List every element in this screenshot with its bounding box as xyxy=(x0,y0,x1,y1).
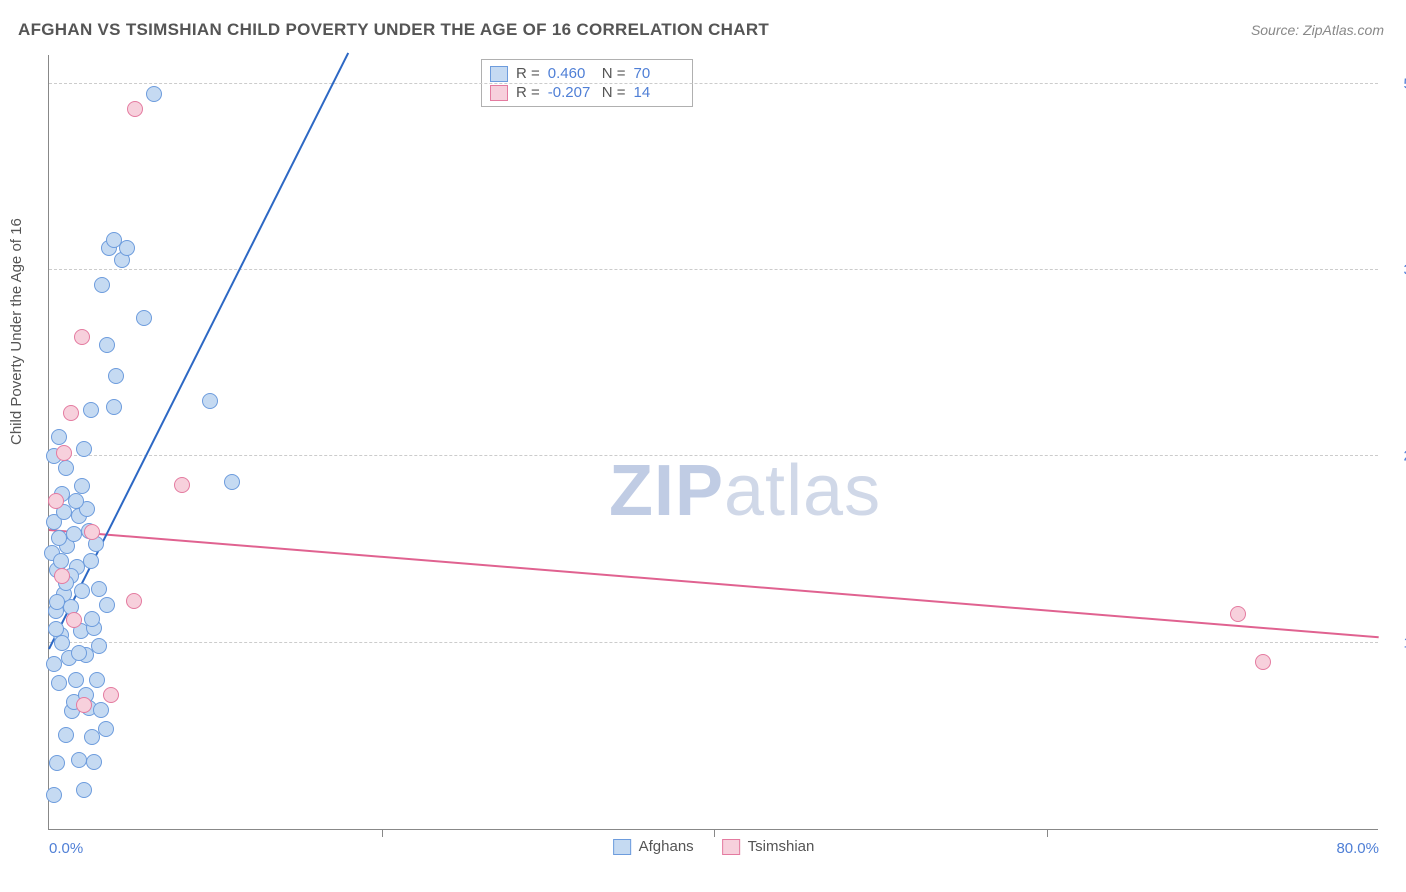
n-label: N = xyxy=(602,65,626,82)
gridline xyxy=(49,83,1378,84)
point-afghans xyxy=(91,581,107,597)
point-tsimshian xyxy=(48,493,64,509)
source-attribution: Source: ZipAtlas.com xyxy=(1251,22,1384,38)
x-tick xyxy=(714,829,715,837)
r-value-tsimshian: -0.207 xyxy=(548,84,594,101)
point-afghans xyxy=(49,755,65,771)
point-afghans xyxy=(71,645,87,661)
point-afghans xyxy=(99,597,115,613)
y-tick-label: 37.5% xyxy=(1386,262,1406,279)
point-afghans xyxy=(93,702,109,718)
swatch-tsimshian-icon xyxy=(722,839,740,855)
y-tick-label: 25.0% xyxy=(1386,448,1406,465)
point-tsimshian xyxy=(127,101,143,117)
point-tsimshian xyxy=(84,524,100,540)
point-afghans xyxy=(91,638,107,654)
point-afghans xyxy=(86,754,102,770)
legend-item-tsimshian: Tsimshian xyxy=(722,838,815,855)
point-afghans xyxy=(46,787,62,803)
r-value-afghans: 0.460 xyxy=(548,65,594,82)
y-tick-label: 50.0% xyxy=(1386,75,1406,92)
chart-container: AFGHAN VS TSIMSHIAN CHILD POVERTY UNDER … xyxy=(0,0,1406,892)
n-value-afghans: 70 xyxy=(634,65,680,82)
point-afghans xyxy=(202,393,218,409)
watermark-bold: ZIP xyxy=(609,451,724,531)
point-afghans xyxy=(51,429,67,445)
point-afghans xyxy=(53,553,69,569)
point-afghans xyxy=(83,553,99,569)
point-afghans xyxy=(84,611,100,627)
point-afghans xyxy=(76,782,92,798)
y-axis-label: Child Poverty Under the Age of 16 xyxy=(8,218,25,445)
point-tsimshian xyxy=(76,697,92,713)
point-afghans xyxy=(99,337,115,353)
point-afghans xyxy=(74,583,90,599)
stats-row-afghans: R = 0.460 N = 70 xyxy=(490,64,680,83)
n-value-tsimshian: 14 xyxy=(634,84,680,101)
point-tsimshian xyxy=(56,445,72,461)
n-label: N = xyxy=(602,84,626,101)
point-afghans xyxy=(58,727,74,743)
point-afghans xyxy=(224,474,240,490)
legend-label-tsimshian: Tsimshian xyxy=(748,838,815,855)
point-afghans xyxy=(51,530,67,546)
gridline xyxy=(49,269,1378,270)
gridline xyxy=(49,642,1378,643)
watermark-light: atlas xyxy=(724,451,881,531)
point-tsimshian xyxy=(54,568,70,584)
point-afghans xyxy=(76,441,92,457)
point-afghans xyxy=(68,493,84,509)
point-afghans xyxy=(49,594,65,610)
legend-label-afghans: Afghans xyxy=(639,838,694,855)
point-afghans xyxy=(136,310,152,326)
plot-area: ZIPatlas R = 0.460 N = 70 R = -0.207 N =… xyxy=(48,55,1378,830)
x-tick-label: 80.0% xyxy=(1336,840,1379,857)
chart-title: AFGHAN VS TSIMSHIAN CHILD POVERTY UNDER … xyxy=(18,20,769,40)
point-tsimshian xyxy=(103,687,119,703)
point-afghans xyxy=(83,402,99,418)
trend-line-tsimshian xyxy=(49,529,1379,638)
point-tsimshian xyxy=(174,477,190,493)
point-tsimshian xyxy=(1255,654,1271,670)
legend-item-afghans: Afghans xyxy=(613,838,694,855)
point-afghans xyxy=(48,621,64,637)
point-afghans xyxy=(108,368,124,384)
swatch-afghans-icon xyxy=(613,839,631,855)
point-afghans xyxy=(46,656,62,672)
point-afghans xyxy=(146,86,162,102)
point-afghans xyxy=(71,752,87,768)
point-afghans xyxy=(66,526,82,542)
swatch-tsimshian xyxy=(490,85,508,101)
point-tsimshian xyxy=(66,612,82,628)
stats-row-tsimshian: R = -0.207 N = 14 xyxy=(490,83,680,102)
r-label: R = xyxy=(516,65,540,82)
point-afghans xyxy=(51,675,67,691)
point-afghans xyxy=(58,460,74,476)
r-label: R = xyxy=(516,84,540,101)
point-tsimshian xyxy=(126,593,142,609)
point-afghans xyxy=(68,672,84,688)
point-afghans xyxy=(98,721,114,737)
gridline xyxy=(49,455,1378,456)
point-afghans xyxy=(106,399,122,415)
point-tsimshian xyxy=(63,405,79,421)
y-tick-label: 12.5% xyxy=(1386,634,1406,651)
x-tick-label: 0.0% xyxy=(49,840,83,857)
point-afghans xyxy=(74,478,90,494)
point-afghans xyxy=(89,672,105,688)
bottom-legend: Afghans Tsimshian xyxy=(613,838,815,855)
x-tick xyxy=(1047,829,1048,837)
point-tsimshian xyxy=(1230,606,1246,622)
point-tsimshian xyxy=(74,329,90,345)
swatch-afghans xyxy=(490,66,508,82)
x-tick xyxy=(382,829,383,837)
watermark: ZIPatlas xyxy=(609,450,881,532)
point-afghans xyxy=(94,277,110,293)
point-afghans xyxy=(106,232,122,248)
